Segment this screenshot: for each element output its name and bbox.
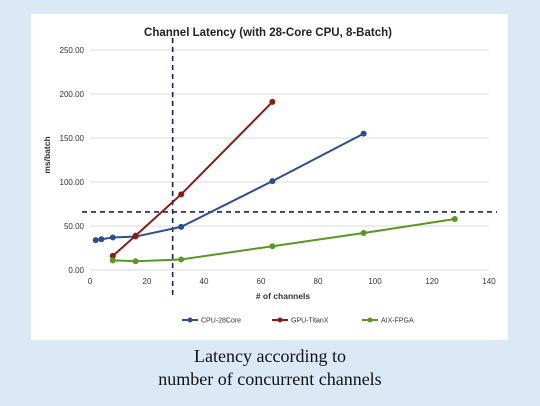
data-point xyxy=(109,252,116,259)
y-axis-label: ms/batch xyxy=(42,136,52,173)
legend-label: GPU-TitanX xyxy=(291,318,329,325)
x-tick-label: 40 xyxy=(200,277,209,286)
y-tick-label: 200.00 xyxy=(60,90,85,99)
series-group xyxy=(92,98,458,265)
y-tick-label: 0.00 xyxy=(68,266,84,275)
legend-swatch-marker xyxy=(277,317,283,323)
x-tick-label: 60 xyxy=(257,277,266,286)
x-tick-label: 20 xyxy=(143,277,152,286)
data-point xyxy=(132,258,139,265)
y-tick-label: 50.00 xyxy=(64,222,85,231)
data-point xyxy=(269,98,276,105)
x-tick-label: 100 xyxy=(368,277,382,286)
y-tick-label: 250.00 xyxy=(60,46,85,55)
series-line xyxy=(112,101,274,257)
data-point xyxy=(178,256,185,263)
series-line xyxy=(95,132,365,242)
legend-label: CPU-28Core xyxy=(201,318,241,325)
data-point xyxy=(98,236,105,243)
reference-lines xyxy=(82,38,497,298)
tick-labels: 0.00 50.00 100.00 150.00 200.00 250.00 0 20 40 60… xyxy=(60,46,497,286)
legend: CPU-28Core GPU-TitanX AIX-FPGA xyxy=(182,317,414,325)
x-axis-label: # of channels xyxy=(256,291,311,301)
x-tick-label: 120 xyxy=(425,277,439,286)
caption-line-2: number of concurrent channels xyxy=(158,369,382,389)
data-point xyxy=(178,191,185,198)
data-point xyxy=(178,223,185,230)
chart-card xyxy=(31,14,508,340)
x-tick-label: 80 xyxy=(314,277,323,286)
data-point xyxy=(360,130,367,137)
y-tick-label: 150.00 xyxy=(60,134,85,143)
slide-caption: Latency according to number of concurren… xyxy=(0,345,540,391)
data-point xyxy=(451,215,458,222)
data-point xyxy=(132,232,139,239)
data-point xyxy=(269,178,276,185)
x-tick-label: 140 xyxy=(482,277,496,286)
caption-line-1: Latency according to xyxy=(194,346,346,366)
legend-swatch-marker xyxy=(367,317,373,323)
chart-title: Channel Latency (with 28-Core CPU, 8-Bat… xyxy=(144,27,392,39)
x-tick-label: 0 xyxy=(88,277,93,286)
data-point xyxy=(269,243,276,250)
data-point xyxy=(109,234,116,241)
data-point xyxy=(92,237,99,244)
data-point xyxy=(360,230,367,237)
y-tick-label: 100.00 xyxy=(60,178,85,187)
legend-label: AIX-FPGA xyxy=(381,318,414,325)
data-point xyxy=(109,257,116,264)
legend-swatch-marker xyxy=(187,317,193,323)
series-line xyxy=(112,217,455,263)
grid xyxy=(90,49,489,271)
